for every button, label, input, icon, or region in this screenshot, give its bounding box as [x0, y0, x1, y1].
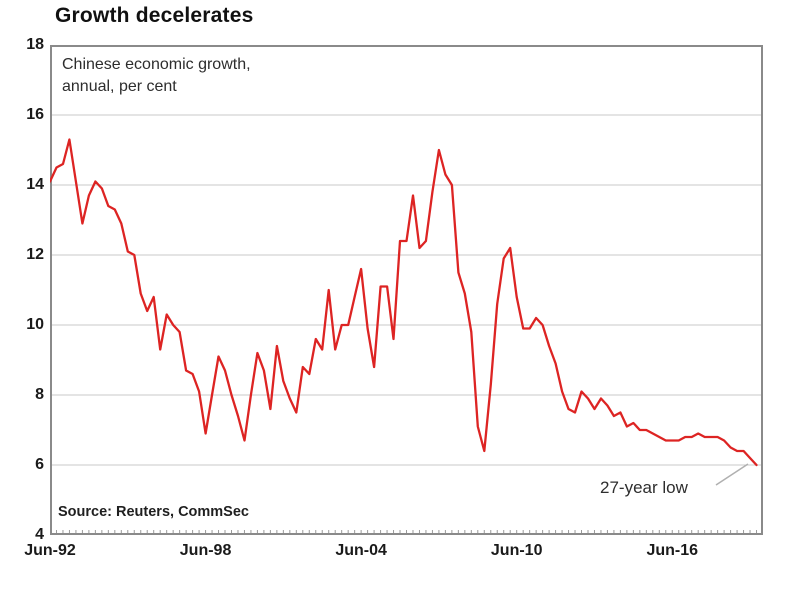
y-axis-tick-label-4: 4 — [35, 526, 44, 543]
chart-title: Growth decelerates — [55, 4, 254, 27]
y-axis-tick-label-18: 18 — [26, 36, 44, 53]
y-axis-tick-label-10: 10 — [26, 316, 44, 333]
chart-subtitle: Chinese economic growth, annual, per cen… — [62, 54, 251, 98]
annotation-27-year-low: 27-year low — [600, 478, 688, 497]
y-axis-tick-label-8: 8 — [35, 386, 44, 403]
x-axis-tick-label-Jun-04: Jun-04 — [335, 542, 387, 559]
gdp-growth-line — [50, 138, 758, 467]
chart-subtitle-line2: annual, per cent — [62, 78, 177, 95]
annotation-callout-line — [715, 463, 749, 486]
x-axis-tick-label-Jun-92: Jun-92 — [24, 542, 76, 559]
y-axis-tick-label-12: 12 — [26, 246, 44, 263]
plot-frame — [50, 45, 763, 535]
y-axis-tick-label-16: 16 — [26, 106, 44, 123]
source-label: Source: Reuters, CommSec — [58, 504, 249, 520]
x-axis-tick-label-Jun-98: Jun-98 — [179, 542, 232, 559]
y-axis-tick-label-14: 14 — [26, 176, 44, 193]
chart-subtitle-line1: Chinese economic growth, — [62, 56, 251, 73]
x-axis-tick-label-Jun-16: Jun-16 — [646, 542, 699, 559]
x-axis-tick-label-Jun-10: Jun-10 — [490, 542, 543, 559]
chart-canvas — [50, 45, 763, 535]
plot-area — [50, 45, 763, 535]
y-axis-tick-label-6: 6 — [35, 456, 44, 473]
